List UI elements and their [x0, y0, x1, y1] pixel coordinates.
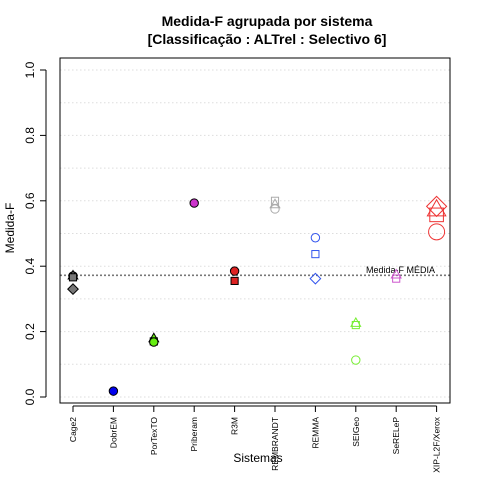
x-axis-label: Sistemas	[233, 451, 282, 465]
data-point-square	[311, 250, 320, 259]
data-point-circle	[351, 355, 361, 365]
data-point-triangle	[350, 316, 362, 327]
x-tick-label: REMBRANDT	[270, 417, 280, 471]
data-point-circle	[108, 386, 119, 396]
x-tick-label: R3M	[230, 417, 240, 435]
data-point-circle	[189, 198, 199, 208]
data-point-triangle	[390, 268, 402, 279]
data-point-circle	[149, 337, 159, 347]
y-axis-label: Medida-F	[3, 203, 17, 254]
data-point-circle	[310, 233, 321, 243]
x-tick-label: SEIGeo	[351, 417, 361, 447]
data-point-square	[392, 274, 401, 283]
data-point-square	[230, 276, 239, 285]
data-point-triangle	[269, 198, 281, 209]
y-tick-label: 0.8	[23, 127, 37, 144]
x-tick-label: DobrEM	[108, 417, 118, 448]
data-point-diamond	[67, 283, 79, 296]
x-tick-label: XIP-L2F/Xerox	[432, 416, 442, 472]
reference-line-group: Medida-F MÉDIA	[60, 265, 450, 277]
x-tick-label: Priberam	[189, 417, 199, 451]
data-point-circle	[229, 266, 240, 276]
grid	[60, 69, 450, 398]
data-point-square	[351, 320, 360, 330]
chart-subtitle: [Classificação : ALTrel : Selectivo 6]	[148, 31, 387, 47]
y-tick-label: 0.0	[23, 388, 37, 405]
y-tick-label: 0.2	[23, 323, 37, 340]
data-point-diamond	[309, 272, 322, 285]
data-point-square	[68, 273, 78, 282]
y-axis: 0.0 0.2 0.4 0.6 0.8 1.0	[23, 61, 47, 405]
chart-title: Medida-F agrupada por sistema	[162, 13, 373, 29]
x-tick-label: PorTexTO	[149, 417, 159, 455]
x-tick-label: SeRELeP	[391, 417, 401, 455]
y-tick-label: 1.0	[23, 61, 37, 78]
data-point-circle	[270, 204, 280, 214]
y-tick-label: 0.4	[23, 258, 37, 275]
x-tick-label: REMMA	[310, 417, 320, 449]
x-axis: Cage2 DobrEM PorTexTO Priberam R3M REMBRANDT R…	[68, 405, 442, 473]
plot-frame	[59, 57, 451, 404]
x-tick-label: Cage2	[68, 417, 78, 442]
reference-line-label: Medida-F MÉDIA	[366, 265, 435, 275]
data-points	[67, 195, 448, 396]
data-point-circle	[428, 223, 446, 241]
data-point-square	[429, 207, 444, 223]
y-tick-label: 0.6	[23, 192, 37, 209]
